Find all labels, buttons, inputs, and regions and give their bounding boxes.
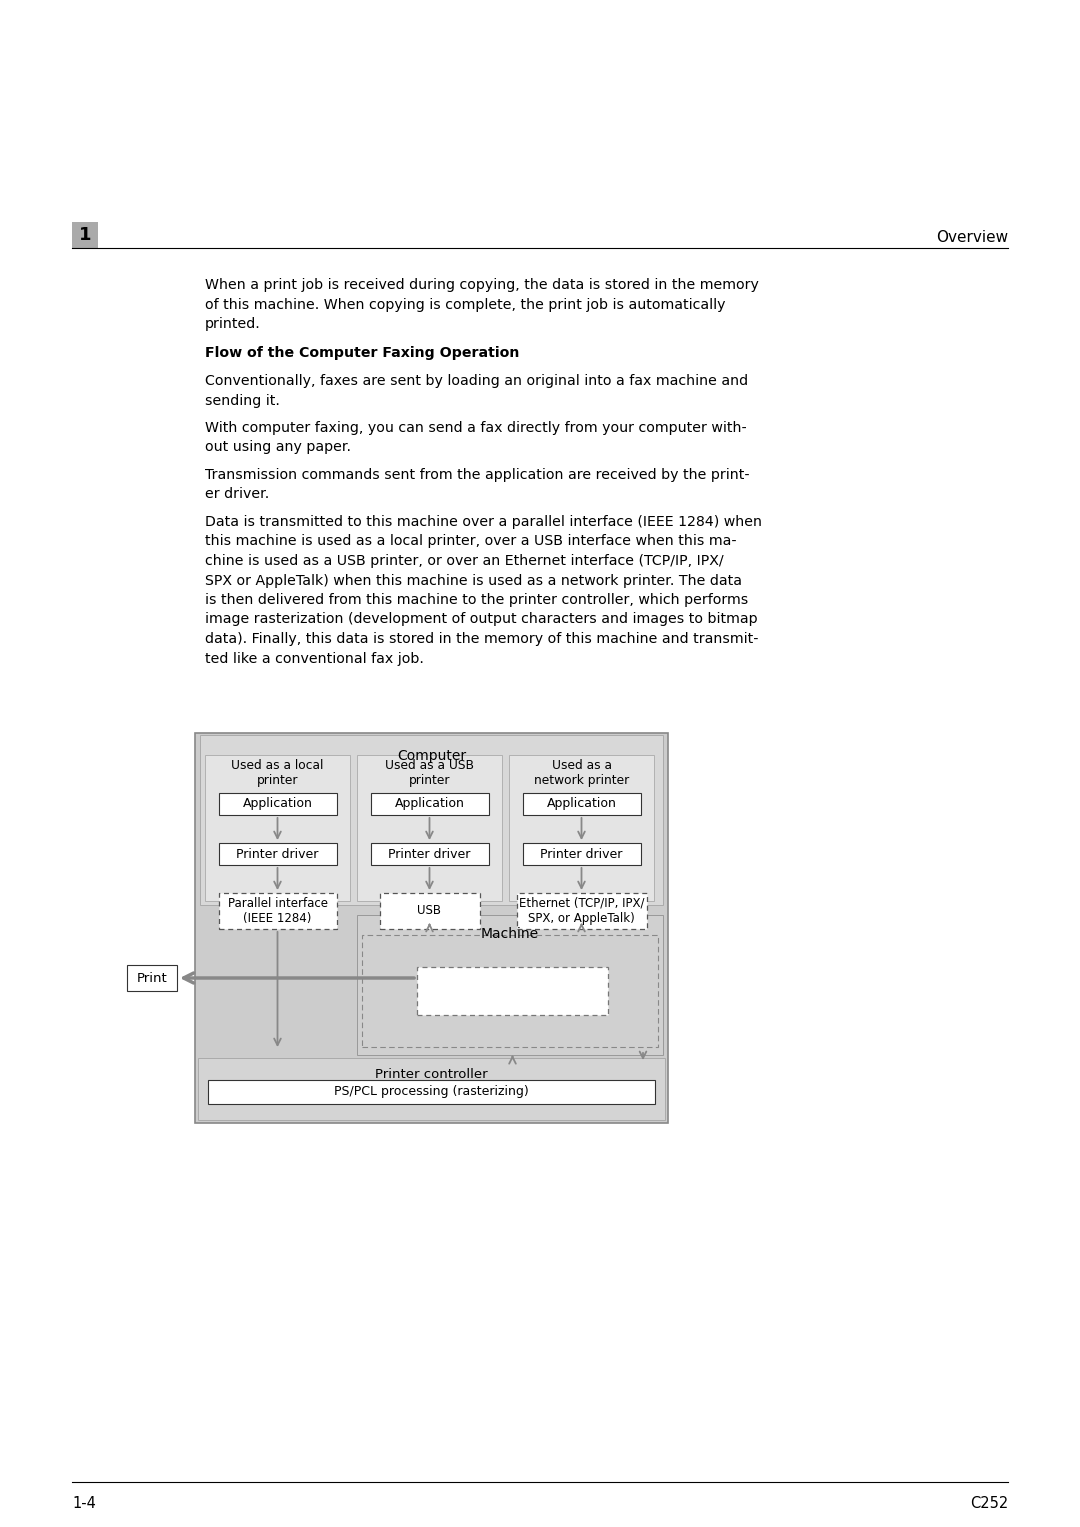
- Text: Printer driver: Printer driver: [540, 847, 623, 861]
- Text: image rasterization (development of output characters and images to bitmap: image rasterization (development of outp…: [205, 612, 758, 626]
- Text: data). Finally, this data is stored in the memory of this machine and transmit-: data). Finally, this data is stored in t…: [205, 632, 758, 646]
- Text: Print: Print: [137, 971, 167, 985]
- Bar: [218, 793, 337, 815]
- Text: printed.: printed.: [205, 318, 260, 331]
- Bar: [357, 915, 663, 1055]
- Bar: [523, 793, 640, 815]
- Bar: [127, 965, 177, 991]
- Bar: [516, 893, 647, 928]
- Text: PS/PCL processing (rasterizing): PS/PCL processing (rasterizing): [334, 1086, 529, 1098]
- Bar: [417, 967, 608, 1015]
- Text: of this machine. When copying is complete, the print job is automatically: of this machine. When copying is complet…: [205, 298, 726, 312]
- Text: Data is transmitted to this machine over a parallel interface (IEEE 1284) when: Data is transmitted to this machine over…: [205, 515, 762, 528]
- Text: Flow of the Computer Faxing Operation: Flow of the Computer Faxing Operation: [205, 347, 519, 360]
- Bar: [370, 793, 488, 815]
- Bar: [509, 754, 654, 901]
- Bar: [357, 754, 502, 901]
- Text: Used as a USB
printer: Used as a USB printer: [384, 759, 474, 786]
- Text: Ethernet (TCP/IP, IPX/
SPX, or AppleTalk): Ethernet (TCP/IP, IPX/ SPX, or AppleTalk…: [518, 896, 645, 925]
- Bar: [218, 843, 337, 864]
- Bar: [195, 733, 669, 1122]
- Text: Used as a local
printer: Used as a local printer: [231, 759, 324, 786]
- Bar: [205, 754, 350, 901]
- Text: Application: Application: [394, 797, 464, 811]
- Bar: [198, 1058, 665, 1119]
- Text: Machine: Machine: [481, 927, 539, 941]
- Bar: [370, 843, 488, 864]
- Text: sending it.: sending it.: [205, 394, 280, 408]
- Text: 1-4: 1-4: [72, 1496, 96, 1512]
- Text: Printer driver: Printer driver: [389, 847, 471, 861]
- Text: C252: C252: [970, 1496, 1008, 1512]
- Bar: [362, 935, 658, 1048]
- Text: Parallel interface
(IEEE 1284): Parallel interface (IEEE 1284): [228, 896, 327, 925]
- Text: er driver.: er driver.: [205, 487, 269, 501]
- Text: Printer driver: Printer driver: [237, 847, 319, 861]
- Text: is then delivered from this machine to the printer controller, which performs: is then delivered from this machine to t…: [205, 592, 748, 608]
- Text: USB: USB: [418, 904, 442, 918]
- Bar: [218, 893, 337, 928]
- Text: 1: 1: [79, 226, 91, 244]
- Bar: [379, 893, 480, 928]
- Text: When a print job is received during copying, the data is stored in the memory: When a print job is received during copy…: [205, 278, 759, 292]
- Bar: [72, 221, 98, 247]
- Bar: [208, 1080, 654, 1104]
- Text: Conventionally, faxes are sent by loading an original into a fax machine and: Conventionally, faxes are sent by loadin…: [205, 374, 748, 388]
- Bar: [200, 734, 663, 906]
- Text: With computer faxing, you can send a fax directly from your computer with-: With computer faxing, you can send a fax…: [205, 421, 746, 435]
- Text: out using any paper.: out using any paper.: [205, 440, 351, 455]
- Text: Used as a
network printer: Used as a network printer: [534, 759, 630, 786]
- Text: chine is used as a USB printer, or over an Ethernet interface (TCP/IP, IPX/: chine is used as a USB printer, or over …: [205, 554, 724, 568]
- Text: Printer controller: Printer controller: [375, 1067, 488, 1081]
- Text: this machine is used as a local printer, over a USB interface when this ma-: this machine is used as a local printer,…: [205, 534, 737, 548]
- Bar: [523, 843, 640, 864]
- Text: Application: Application: [546, 797, 617, 811]
- Text: Transmission commands sent from the application are received by the print-: Transmission commands sent from the appl…: [205, 467, 750, 483]
- Text: SPX or AppleTalk) when this machine is used as a network printer. The data: SPX or AppleTalk) when this machine is u…: [205, 574, 742, 588]
- Text: Computer: Computer: [397, 750, 467, 764]
- Text: Overview: Overview: [936, 231, 1008, 244]
- Text: Application: Application: [243, 797, 312, 811]
- Text: ted like a conventional fax job.: ted like a conventional fax job.: [205, 652, 423, 666]
